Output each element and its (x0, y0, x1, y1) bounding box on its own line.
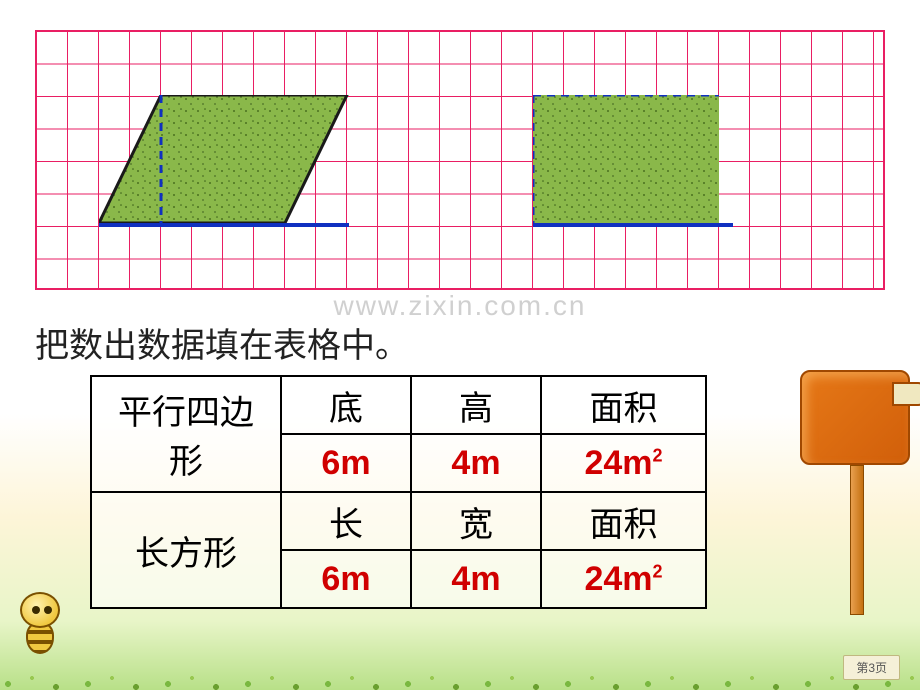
row2-val1: 6m (281, 550, 411, 608)
parallelogram-shape (99, 95, 359, 265)
bee-decoration (8, 592, 78, 662)
row1-head3: 面积 (541, 376, 706, 434)
row2-val2: 4m (411, 550, 541, 608)
data-table: 平行四边形 底 高 面积 6m 4m 24m2 长方形 长 宽 面积 6m 4m… (90, 375, 707, 609)
row2-head1: 长 (281, 492, 411, 550)
page-number-badge: 第3页 (843, 655, 900, 680)
row1-head2: 高 (411, 376, 541, 434)
signpost-decoration (810, 370, 910, 570)
grid-area (35, 30, 885, 290)
row2-head3: 面积 (541, 492, 706, 550)
row1-val3: 24m2 (541, 434, 706, 492)
grass-decoration (0, 660, 920, 690)
row1-val2: 4m (411, 434, 541, 492)
row2-label: 长方形 (91, 492, 281, 608)
instruction-text: 把数出数据填在表格中。 (35, 318, 409, 367)
row2-head2: 宽 (411, 492, 541, 550)
row2-val3: 24m2 (541, 550, 706, 608)
row1-head1: 底 (281, 376, 411, 434)
rectangle-shape (533, 95, 763, 265)
row1-val1: 6m (281, 434, 411, 492)
row1-label: 平行四边形 (91, 376, 281, 492)
